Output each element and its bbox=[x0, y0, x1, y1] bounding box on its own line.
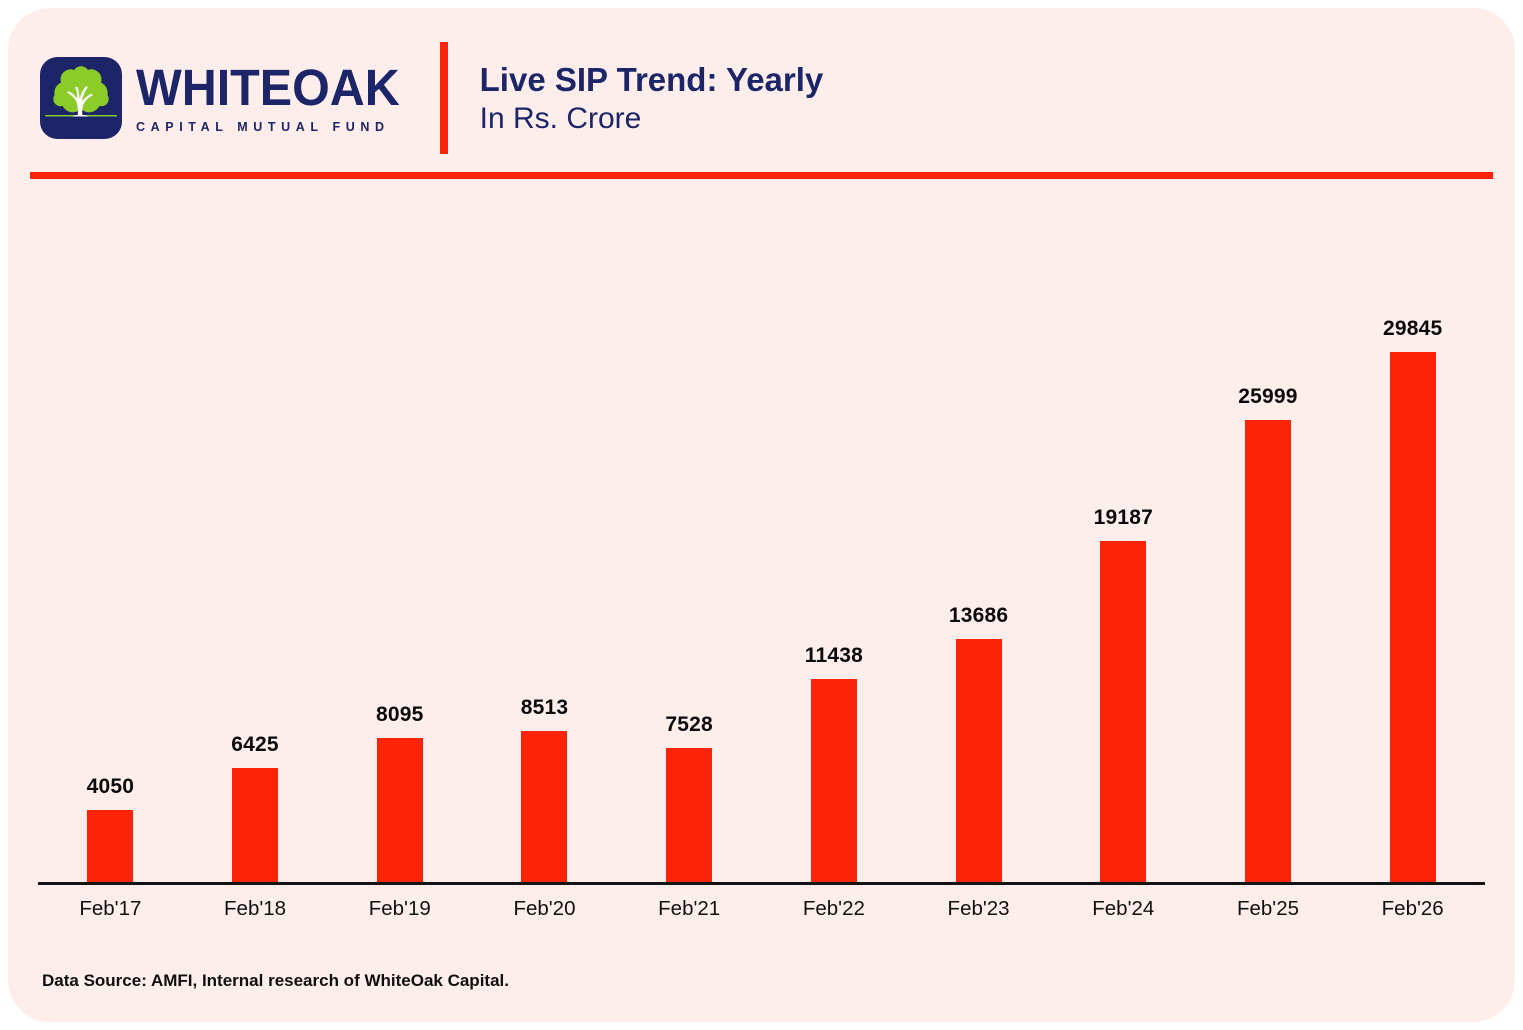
x-axis-tick-labels: Feb'17 Feb'18 Feb'19 Feb'20 Feb'21 Feb'22 Feb'… bbox=[38, 885, 1485, 921]
x-tick-label: Feb'24 bbox=[1092, 897, 1155, 920]
bar-column: 29845 bbox=[1340, 317, 1485, 882]
x-tick-label: Feb'25 bbox=[1236, 897, 1299, 920]
x-tick-label: Feb'22 bbox=[802, 897, 865, 920]
bar-value-label: 19187 bbox=[1093, 506, 1153, 530]
bar-column: 11438 bbox=[762, 644, 907, 882]
header: WHITEOAK CAPITAL MUTUAL FUND Live SIP Tr… bbox=[30, 8, 1493, 172]
sip-trend-bar-chart: 4050 6425 8095 8513 7528 11438 13686 19187 25999… bbox=[38, 179, 1485, 921]
bar bbox=[1244, 420, 1291, 882]
footer: Data Source: AMFI, Internal research of … bbox=[42, 971, 1493, 991]
card-panel: WHITEOAK CAPITAL MUTUAL FUND Live SIP Tr… bbox=[8, 8, 1515, 1022]
bar-value-label: 25999 bbox=[1238, 385, 1298, 409]
bar-column: 13686 bbox=[906, 604, 1051, 882]
x-tick-label: Feb'19 bbox=[368, 897, 431, 920]
bar-column: 7528 bbox=[617, 713, 762, 882]
page-title: Live SIP Trend: Yearly bbox=[479, 60, 824, 98]
bar-value-label: 7528 bbox=[665, 713, 713, 737]
brand-tagline: CAPITAL MUTUAL FUND bbox=[136, 120, 390, 134]
bar bbox=[666, 748, 713, 882]
bar-value-label: 13686 bbox=[948, 604, 1009, 627]
bar bbox=[1100, 541, 1147, 882]
header-rule bbox=[30, 172, 1493, 179]
bar-column: 6425 bbox=[183, 733, 328, 882]
page-subtitle: In Rs. Crore bbox=[479, 101, 642, 135]
bar-column: 19187 bbox=[1051, 506, 1196, 882]
bar bbox=[376, 738, 423, 882]
bar-value-label: 4050 bbox=[86, 775, 135, 799]
logo-text: WHITEOAK CAPITAL MUTUAL FUND bbox=[136, 62, 414, 134]
bar bbox=[1389, 352, 1436, 882]
header-divider bbox=[439, 42, 448, 154]
bar-column: 8095 bbox=[327, 703, 472, 882]
bar bbox=[810, 678, 857, 882]
bar-column: 8513 bbox=[472, 696, 617, 882]
bar bbox=[521, 730, 568, 882]
bar-column: 25999 bbox=[1196, 385, 1341, 882]
x-tick-label: Feb'17 bbox=[79, 897, 142, 920]
x-tick-label: Feb'23 bbox=[947, 897, 1010, 920]
whiteoak-logo: WHITEOAK CAPITAL MUTUAL FUND bbox=[40, 57, 414, 139]
bar bbox=[87, 810, 134, 882]
bar-column: 4050 bbox=[38, 775, 183, 882]
data-source-note: Data Source: AMFI, Internal research of … bbox=[42, 971, 509, 990]
bar-value-label: 11438 bbox=[804, 643, 863, 667]
x-tick-label: Feb'26 bbox=[1381, 897, 1444, 920]
tree-logo-icon bbox=[40, 57, 122, 139]
x-tick-label: Feb'18 bbox=[224, 897, 287, 920]
bar-value-label: 8513 bbox=[520, 695, 569, 719]
x-tick-label: Feb'21 bbox=[658, 897, 721, 920]
plot-area: 4050 6425 8095 8513 7528 11438 13686 19187 25999… bbox=[38, 179, 1485, 885]
bar bbox=[955, 639, 1002, 882]
title-block: Live SIP Trend: Yearly In Rs. Crore bbox=[480, 59, 824, 138]
bar bbox=[232, 767, 279, 882]
bar-value-label: 29845 bbox=[1382, 317, 1443, 340]
bar-value-label: 6425 bbox=[231, 732, 279, 756]
bar-value-label: 8095 bbox=[375, 703, 424, 727]
brand-name: WHITEOAK bbox=[136, 59, 400, 116]
x-tick-label: Feb'20 bbox=[513, 897, 576, 920]
